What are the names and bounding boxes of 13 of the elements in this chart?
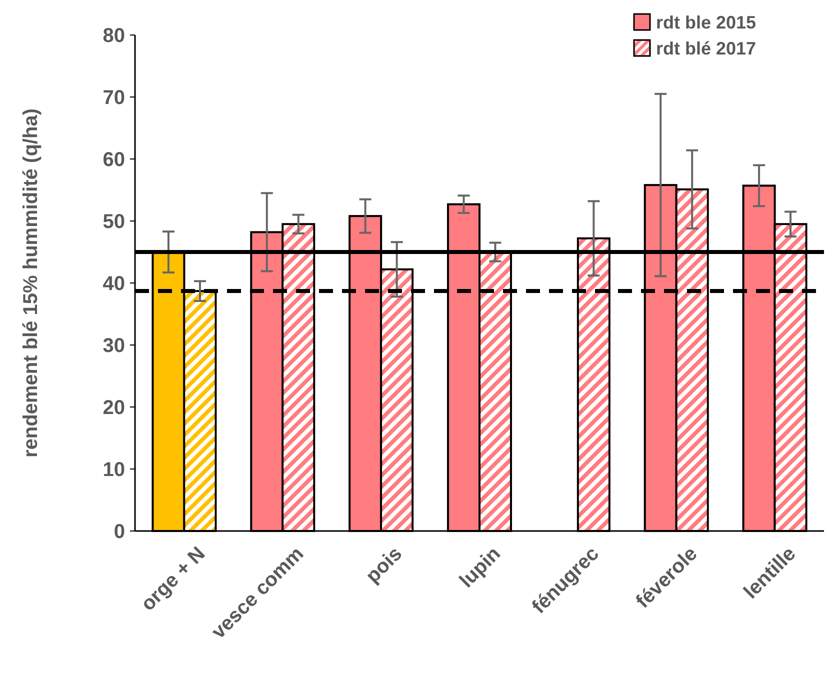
x-tick-label: orge + N	[137, 542, 210, 616]
legend-label: rdt blé 2017	[656, 38, 756, 58]
legend-label: rdt ble 2015	[656, 12, 756, 32]
y-axis-title: rendement blé 15% hummidité (q/ha)	[20, 108, 42, 458]
y-tick-label: 30	[102, 335, 125, 357]
y-tick-label: 50	[102, 211, 125, 233]
y-tick-label: 60	[102, 149, 125, 171]
y-tick-label: 0	[114, 521, 125, 543]
y-tick-label: 70	[102, 87, 125, 109]
y-tick-label: 80	[102, 25, 125, 47]
y-tick-label: 40	[102, 273, 125, 295]
y-tick-label: 10	[102, 459, 125, 481]
y-tick-label: 20	[102, 397, 125, 419]
